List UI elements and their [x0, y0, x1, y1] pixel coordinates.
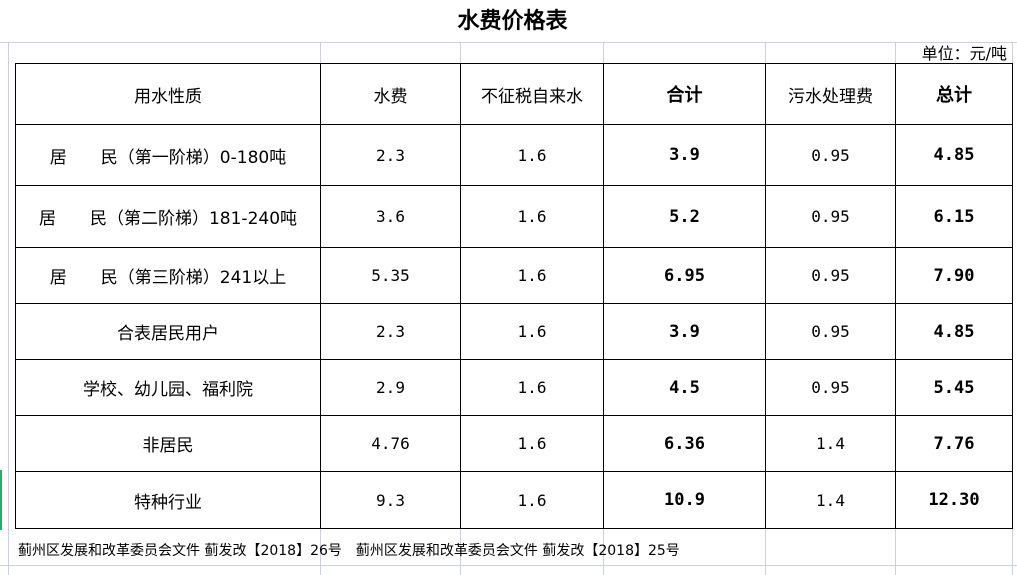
header-cell[interactable]: 不征税自来水 — [460, 63, 604, 125]
table-cell[interactable]: 6.95 — [603, 247, 766, 304]
table-cell[interactable]: 12.30 — [895, 471, 1013, 529]
header-cell[interactable]: 水费 — [320, 63, 461, 125]
table-cell[interactable]: 7.90 — [895, 247, 1013, 304]
table-cell[interactable]: 9.3 — [320, 471, 461, 529]
table-cell[interactable]: 6.36 — [603, 415, 766, 472]
table-cell[interactable]: 1.6 — [460, 303, 604, 360]
price-table: 用水性质 水费 不征税自来水 合计 污水处理费 总计 居 民（第一阶梯）0-18… — [15, 63, 1013, 529]
table-row: 居 民（第三阶梯）241以上 5.35 1.6 6.95 0.95 7.90 — [15, 247, 1013, 304]
table-cell[interactable]: 3.6 — [320, 185, 461, 248]
table-row: 居 民（第一阶梯）0-180吨 2.3 1.6 3.9 0.95 4.85 — [15, 124, 1013, 186]
gridline — [8, 0, 9, 575]
header-cell[interactable]: 总计 — [895, 63, 1013, 125]
table-cell[interactable]: 2.9 — [320, 359, 461, 416]
table-cell[interactable]: 非居民 — [15, 415, 321, 472]
table-cell[interactable]: 学校、幼儿园、福利院 — [15, 359, 321, 416]
table-cell[interactable]: 10.9 — [603, 471, 766, 529]
table-cell[interactable]: 2.3 — [320, 124, 461, 186]
table-cell[interactable]: 5.2 — [603, 185, 766, 248]
table-cell[interactable]: 1.4 — [765, 471, 896, 529]
table-cell[interactable]: 7.76 — [895, 415, 1013, 472]
footer-note[interactable]: 蓟州区发展和改革委员会文件 蓟发改【2018】26号 蓟州区发展和改革委员会文件… — [18, 543, 680, 559]
table-cell[interactable]: 4.85 — [895, 124, 1013, 186]
table-cell[interactable]: 3.9 — [603, 124, 766, 186]
table-cell[interactable]: 1.6 — [460, 185, 604, 248]
table-cell[interactable]: 5.35 — [320, 247, 461, 304]
gridline — [0, 565, 1017, 566]
table-cell[interactable]: 5.45 — [895, 359, 1013, 416]
table-cell[interactable]: 1.6 — [460, 415, 604, 472]
table-cell[interactable]: 居 民（第三阶梯）241以上 — [15, 247, 321, 304]
table-cell[interactable]: 4.76 — [320, 415, 461, 472]
table-cell[interactable]: 居 民（第二阶梯）181-240吨 — [15, 185, 321, 248]
table-row: 非居民 4.76 1.6 6.36 1.4 7.76 — [15, 415, 1013, 472]
table-cell[interactable]: 4.85 — [895, 303, 1013, 360]
table-cell[interactable]: 6.15 — [895, 185, 1013, 248]
gridline — [0, 42, 1017, 43]
table-cell[interactable]: 特种行业 — [15, 471, 321, 529]
header-cell[interactable]: 用水性质 — [15, 63, 321, 125]
header-cell[interactable]: 污水处理费 — [765, 63, 896, 125]
row-selection-indicator — [0, 470, 2, 530]
table-row: 特种行业 9.3 1.6 10.9 1.4 12.30 — [15, 471, 1013, 529]
table-cell[interactable]: 1.6 — [460, 247, 604, 304]
table-cell[interactable]: 0.95 — [765, 359, 896, 416]
table-cell[interactable]: 4.5 — [603, 359, 766, 416]
table-cell[interactable]: 1.4 — [765, 415, 896, 472]
table-cell[interactable]: 1.6 — [460, 359, 604, 416]
table-row: 居 民（第二阶梯）181-240吨 3.6 1.6 5.2 0.95 6.15 — [15, 185, 1013, 248]
table-cell[interactable]: 居 民（第一阶梯）0-180吨 — [15, 124, 321, 186]
table-cell[interactable]: 0.95 — [765, 185, 896, 248]
table-cell[interactable]: 1.6 — [460, 471, 604, 529]
header-row: 用水性质 水费 不征税自来水 合计 污水处理费 总计 — [15, 63, 1013, 125]
table-cell[interactable]: 合表居民用户 — [15, 303, 321, 360]
table-cell[interactable]: 0.95 — [765, 247, 896, 304]
table-cell[interactable]: 2.3 — [320, 303, 461, 360]
unit-label: 单位：元/吨 — [921, 44, 1007, 63]
table-row: 学校、幼儿园、福利院 2.9 1.6 4.5 0.95 5.45 — [15, 359, 1013, 416]
table-cell[interactable]: 3.9 — [603, 303, 766, 360]
table-row: 合表居民用户 2.3 1.6 3.9 0.95 4.85 — [15, 303, 1013, 360]
table-cell[interactable]: 0.95 — [765, 124, 896, 186]
header-cell[interactable]: 合计 — [603, 63, 766, 125]
table-cell[interactable]: 1.6 — [460, 124, 604, 186]
table-cell[interactable]: 0.95 — [765, 303, 896, 360]
sheet-title: 水费价格表 — [8, 0, 1017, 42]
